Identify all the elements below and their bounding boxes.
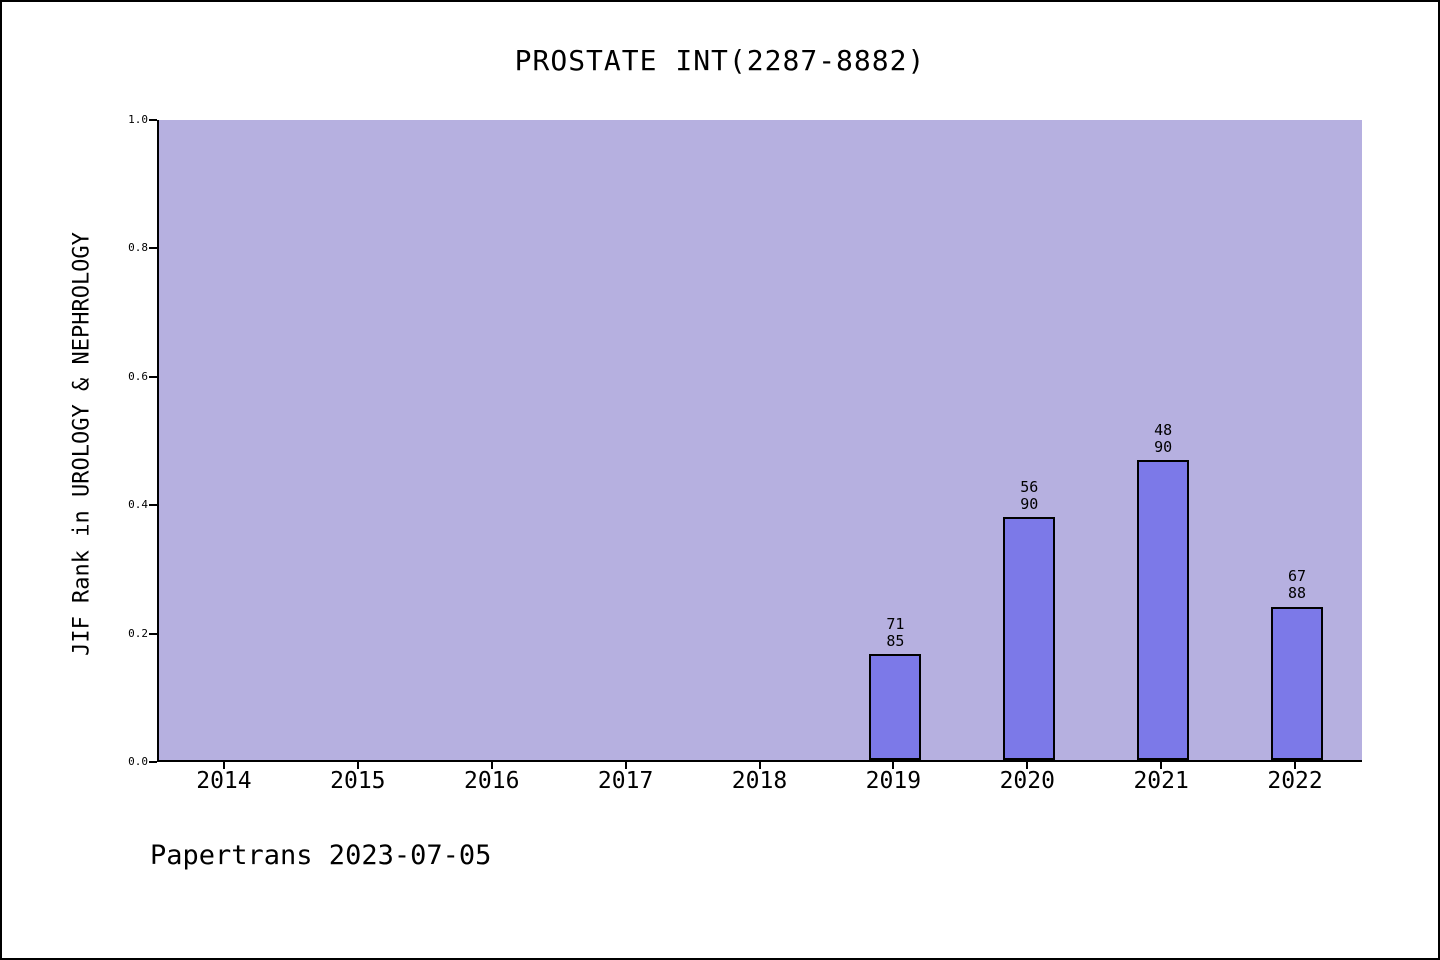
bar-label-rank: 48	[1154, 420, 1173, 439]
y-tick-mark	[149, 761, 157, 763]
watermark-text: Papertrans 2023-07-05	[150, 840, 492, 871]
y-tick-label: 0.6	[128, 369, 148, 383]
x-tick-mark	[356, 762, 359, 769]
x-tick-label-2018: 2018	[731, 768, 788, 794]
x-tick-mark	[1026, 762, 1029, 769]
bar-label-2022: 67 88	[1288, 567, 1307, 603]
x-tick-label-2017: 2017	[597, 768, 654, 794]
x-tick-mark	[1294, 762, 1297, 769]
x-tick-label-2021: 2021	[1133, 768, 1189, 794]
y-tick-mark	[149, 632, 157, 635]
x-tick-label-2019: 2019	[865, 768, 922, 794]
y-tick-mark	[149, 119, 157, 121]
y-tick-label: 0.2	[128, 626, 148, 640]
x-tick-label-2015: 2015	[330, 768, 386, 794]
y-tick-label: 1.0	[128, 113, 148, 126]
bar-label-total: 88	[1288, 584, 1307, 603]
plot-area: 71 85 56 90 48 90 67 88	[157, 120, 1362, 762]
bar-label-2021: 48 90	[1154, 420, 1173, 457]
x-tick-mark	[1160, 762, 1163, 769]
bar-2020	[1003, 517, 1056, 760]
bar-label-2020: 56 90	[1020, 477, 1039, 514]
bar-label-rank: 71	[886, 614, 905, 633]
bar-2022	[1271, 606, 1324, 760]
y-tick-mark	[149, 504, 157, 507]
bar-2021	[1137, 460, 1190, 760]
bar-label-rank: 67	[1288, 567, 1307, 586]
y-tick-mark	[149, 247, 157, 250]
x-tick-mark	[892, 762, 895, 769]
x-tick-mark	[490, 762, 493, 769]
y-tick-mark	[149, 375, 157, 378]
bar-label-total: 90	[1020, 495, 1039, 514]
x-tick-mark	[624, 762, 627, 769]
x-tick-label-2022: 2022	[1267, 768, 1323, 794]
x-tick-mark	[758, 762, 761, 769]
x-tick-label-2016: 2016	[464, 768, 520, 794]
bar-label-rank: 56	[1020, 477, 1039, 496]
y-tick-label: 0.4	[128, 498, 148, 512]
y-tick-label: 0.0	[128, 755, 148, 768]
bar-label-2019: 71 85	[886, 614, 905, 651]
chart-title: PROSTATE INT(2287-8882)	[514, 44, 926, 77]
x-tick-label-2014: 2014	[196, 768, 252, 794]
y-axis-label: JIF Rank in UROLOGY & NEPHROLOGY	[69, 232, 95, 656]
bar-label-total: 85	[886, 631, 905, 650]
x-tick-label-2020: 2020	[999, 768, 1055, 794]
y-tick-label: 0.8	[128, 241, 148, 255]
bar-label-total: 90	[1154, 437, 1173, 456]
x-tick-mark	[222, 762, 225, 769]
bar-2019	[869, 654, 922, 760]
